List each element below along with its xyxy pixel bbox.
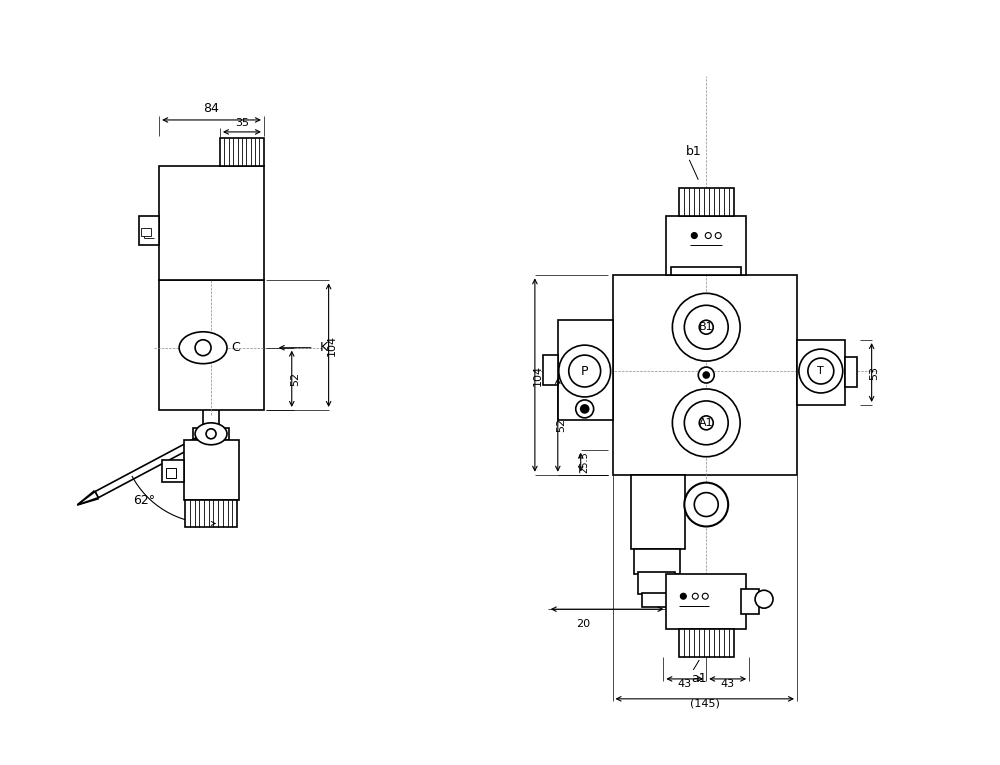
Circle shape (684, 305, 728, 349)
Circle shape (698, 367, 714, 383)
Circle shape (206, 429, 216, 439)
Text: b1: b1 (686, 145, 702, 158)
Circle shape (672, 293, 740, 361)
Text: 104: 104 (533, 364, 543, 386)
Bar (613, 275, 797, 474)
Circle shape (691, 233, 697, 239)
Bar (797, 340, 845, 405)
Text: 52: 52 (290, 372, 300, 386)
Text: K: K (320, 341, 328, 354)
Circle shape (799, 349, 843, 393)
Polygon shape (77, 492, 98, 505)
Bar (215, 428, 229, 440)
Bar (141, 227, 151, 236)
Text: 20: 20 (576, 619, 590, 629)
Text: 104: 104 (327, 334, 337, 356)
Bar (631, 474, 685, 549)
Circle shape (694, 493, 718, 516)
Bar (679, 629, 734, 657)
Bar (845, 357, 857, 387)
Circle shape (699, 416, 713, 430)
Circle shape (680, 593, 686, 599)
Text: T: T (817, 366, 824, 376)
Bar (679, 187, 734, 216)
Circle shape (195, 340, 211, 356)
Text: A1: A1 (699, 418, 714, 428)
Circle shape (692, 593, 698, 599)
Bar (184, 440, 239, 500)
Text: 84: 84 (204, 102, 219, 115)
Circle shape (703, 372, 709, 378)
Circle shape (715, 233, 721, 239)
Circle shape (559, 345, 611, 397)
Text: a1: a1 (691, 672, 707, 685)
Circle shape (699, 321, 713, 334)
Circle shape (808, 358, 834, 384)
Bar (642, 593, 671, 607)
Bar (558, 321, 613, 420)
Circle shape (684, 401, 728, 444)
Bar (166, 467, 176, 477)
Bar (185, 500, 237, 528)
Bar (666, 216, 746, 275)
Text: P: P (581, 365, 588, 378)
Bar (193, 428, 207, 440)
Text: (145): (145) (690, 698, 720, 709)
Bar (159, 280, 264, 410)
Bar (543, 355, 558, 385)
Bar (741, 589, 759, 614)
Circle shape (672, 389, 740, 457)
Bar (159, 166, 264, 280)
Bar (638, 572, 675, 594)
Bar (666, 575, 746, 629)
Circle shape (705, 233, 711, 239)
Circle shape (702, 593, 708, 599)
Text: 43: 43 (678, 679, 692, 689)
Bar (220, 138, 264, 166)
Text: 43: 43 (721, 679, 735, 689)
Circle shape (755, 591, 773, 608)
Circle shape (576, 400, 594, 418)
Text: 52: 52 (556, 418, 566, 432)
Bar (634, 549, 680, 575)
Text: C: C (231, 341, 240, 354)
Ellipse shape (195, 423, 227, 444)
Ellipse shape (179, 332, 227, 363)
Bar (162, 460, 184, 482)
Bar (671, 268, 741, 275)
Text: B1: B1 (699, 322, 714, 332)
Circle shape (569, 355, 601, 387)
Bar (139, 216, 159, 246)
Text: 35: 35 (235, 118, 249, 128)
Circle shape (684, 483, 728, 526)
Circle shape (581, 405, 589, 413)
Text: 62°: 62° (133, 494, 155, 507)
Text: 53: 53 (870, 366, 880, 379)
Text: 25.5: 25.5 (580, 451, 590, 473)
